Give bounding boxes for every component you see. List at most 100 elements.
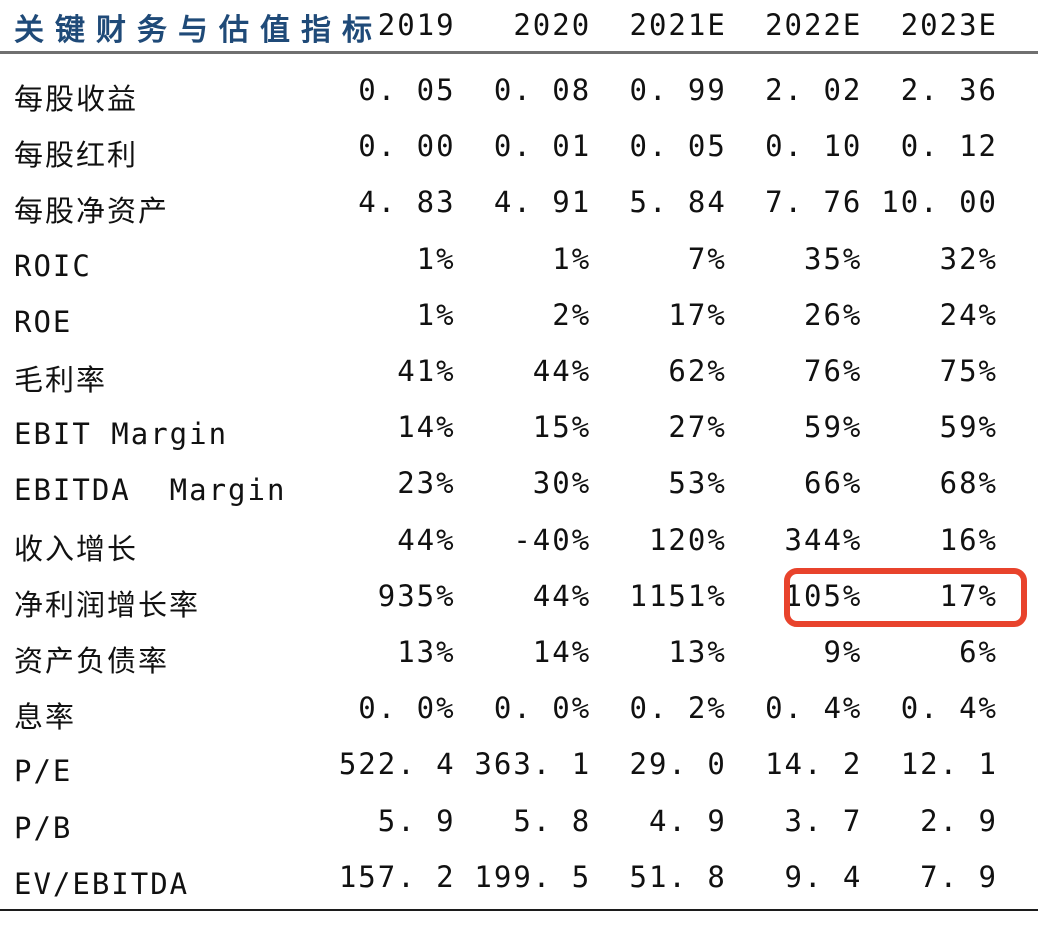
cell-value: 0. 99 bbox=[629, 73, 727, 108]
row-label: 每股净资产 bbox=[14, 194, 170, 229]
cell-value: 105% bbox=[784, 578, 863, 613]
cell-value: 59% bbox=[804, 410, 863, 445]
cell-value: 26% bbox=[804, 297, 863, 332]
row-label: 资产负债率 bbox=[14, 643, 170, 678]
cell-value: 5. 8 bbox=[513, 803, 592, 838]
table-row: 每股净资产 4. 83 4. 91 5. 84 7. 76 10. 00 bbox=[0, 178, 1038, 234]
cell-value: 27% bbox=[668, 410, 727, 445]
cell-value: 68% bbox=[939, 466, 998, 501]
cell-value: 16% bbox=[939, 522, 998, 557]
cell-value: 5. 84 bbox=[629, 185, 727, 220]
cell-value: 53% bbox=[668, 466, 727, 501]
cell-value: 2% bbox=[552, 297, 592, 332]
row-label: ROE bbox=[14, 304, 73, 339]
cell-value: 7% bbox=[687, 241, 727, 276]
table-row: 收入增长 44% -40% 120% 344% 16% bbox=[0, 516, 1038, 572]
cell-value: 13% bbox=[668, 634, 727, 669]
cell-value: 363. 1 bbox=[474, 747, 592, 782]
year-header-2022e: 2022E bbox=[765, 7, 863, 42]
table-row: 资产负债率 13% 14% 13% 9% 6% bbox=[0, 628, 1038, 684]
cell-value: 1% bbox=[416, 297, 456, 332]
cell-value: 14. 2 bbox=[765, 747, 863, 782]
cell-value: 23% bbox=[397, 466, 456, 501]
cell-value: 62% bbox=[668, 354, 727, 389]
cell-value: 4. 91 bbox=[493, 185, 592, 220]
cell-value: 12. 1 bbox=[900, 747, 998, 782]
table-title: 关键财务与估值指标 bbox=[14, 12, 383, 48]
table-row: EBITDA Margin 23% 30% 53% 66% 68% bbox=[0, 459, 1038, 515]
cell-value: 44% bbox=[532, 578, 592, 613]
cell-value: 0. 12 bbox=[900, 129, 998, 164]
cell-value: 0. 08 bbox=[493, 73, 592, 108]
cell-value: 1151% bbox=[629, 578, 727, 613]
cell-value: 14% bbox=[532, 634, 592, 669]
table-header-row: 关键财务与估值指标 2019 2020 2021E 2022E 2023E bbox=[0, 0, 1038, 54]
cell-value: 44% bbox=[532, 354, 592, 389]
row-label: 收入增长 bbox=[14, 531, 139, 566]
cell-value: 29. 0 bbox=[629, 747, 727, 782]
row-label: ROIC bbox=[14, 248, 92, 283]
cell-value: 51. 8 bbox=[629, 859, 727, 894]
cell-value: 17% bbox=[668, 297, 727, 332]
cell-value: 0. 0% bbox=[493, 691, 592, 726]
table-row: ROE 1% 2% 17% 26% 24% bbox=[0, 291, 1038, 347]
row-label: P/B bbox=[14, 810, 73, 845]
row-label: 净利润增长率 bbox=[14, 587, 201, 622]
table-row: EBIT Margin 14% 15% 27% 59% 59% bbox=[0, 403, 1038, 459]
cell-value: 935% bbox=[377, 578, 456, 613]
table-row: P/B 5. 9 5. 8 4. 9 3. 7 2. 9 bbox=[0, 796, 1038, 852]
table-row: 每股红利 0. 00 0. 01 0. 05 0. 10 0. 12 bbox=[0, 122, 1038, 178]
table-row: P/E 522. 4 363. 1 29. 0 14. 2 12. 1 bbox=[0, 740, 1038, 796]
cell-value: 4. 9 bbox=[648, 803, 727, 838]
cell-value: 13% bbox=[397, 634, 456, 669]
cell-value: 15% bbox=[532, 410, 592, 445]
row-label: 毛利率 bbox=[14, 363, 108, 398]
cell-value: 76% bbox=[804, 354, 863, 389]
cell-value: 2. 02 bbox=[765, 73, 863, 108]
cell-value: 0. 4% bbox=[900, 691, 998, 726]
cell-value: 0. 10 bbox=[765, 129, 863, 164]
cell-value: 0. 0% bbox=[358, 691, 456, 726]
row-label: EV/EBITDA bbox=[14, 866, 190, 901]
table-row: ROIC 1% 1% 7% 35% 32% bbox=[0, 235, 1038, 291]
cell-value: 522. 4 bbox=[338, 747, 456, 782]
cell-value: 30% bbox=[532, 466, 592, 501]
table-row: 每股收益 0. 05 0. 08 0. 99 2. 02 2. 36 bbox=[0, 66, 1038, 122]
row-label: 息率 bbox=[14, 700, 77, 735]
cell-value: 3. 7 bbox=[784, 803, 863, 838]
cell-value: 5. 9 bbox=[377, 803, 456, 838]
table-body: 每股收益 0. 05 0. 08 0. 99 2. 02 2. 36 每股红利 0. 00 0.… bbox=[0, 54, 1038, 911]
cell-value: 2. 36 bbox=[900, 73, 998, 108]
cell-value: 24% bbox=[939, 297, 998, 332]
cell-value: 1% bbox=[416, 241, 456, 276]
cell-value: 6% bbox=[959, 634, 998, 669]
table-row: EV/EBITDA 157. 2 199. 5 51. 8 9. 4 7. 9 bbox=[0, 853, 1038, 909]
cell-value: 157. 2 bbox=[338, 859, 456, 894]
cell-value: 0. 00 bbox=[358, 129, 456, 164]
year-header-2019: 2019 bbox=[377, 7, 456, 42]
cell-value: 0. 01 bbox=[493, 129, 592, 164]
row-label: 每股红利 bbox=[14, 138, 139, 173]
cell-value: 7. 76 bbox=[765, 185, 863, 220]
cell-value: 32% bbox=[939, 241, 998, 276]
cell-value: 35% bbox=[804, 241, 863, 276]
cell-value: 44% bbox=[397, 522, 456, 557]
cell-value: 10. 00 bbox=[881, 185, 998, 220]
cell-value: -40% bbox=[513, 522, 592, 557]
table-row: 息率 0. 0% 0. 0% 0. 2% 0. 4% 0. 4% bbox=[0, 684, 1038, 740]
row-label: 每股收益 bbox=[14, 82, 139, 117]
cell-value: 120% bbox=[648, 522, 727, 557]
year-header-2023e: 2023E bbox=[900, 7, 998, 42]
cell-value: 75% bbox=[939, 354, 998, 389]
cell-value: 0. 05 bbox=[629, 129, 727, 164]
table-row: 净利润增长率 935% 44% 1151% 105% 17% bbox=[0, 572, 1038, 628]
cell-value: 199. 5 bbox=[474, 859, 592, 894]
cell-value: 9. 4 bbox=[784, 859, 863, 894]
cell-value: 1% bbox=[552, 241, 592, 276]
cell-value: 17% bbox=[939, 578, 998, 613]
row-label: EBIT Margin bbox=[14, 417, 229, 452]
cell-value: 9% bbox=[823, 634, 863, 669]
cell-value: 59% bbox=[939, 410, 998, 445]
cell-value: 2. 9 bbox=[920, 803, 998, 838]
